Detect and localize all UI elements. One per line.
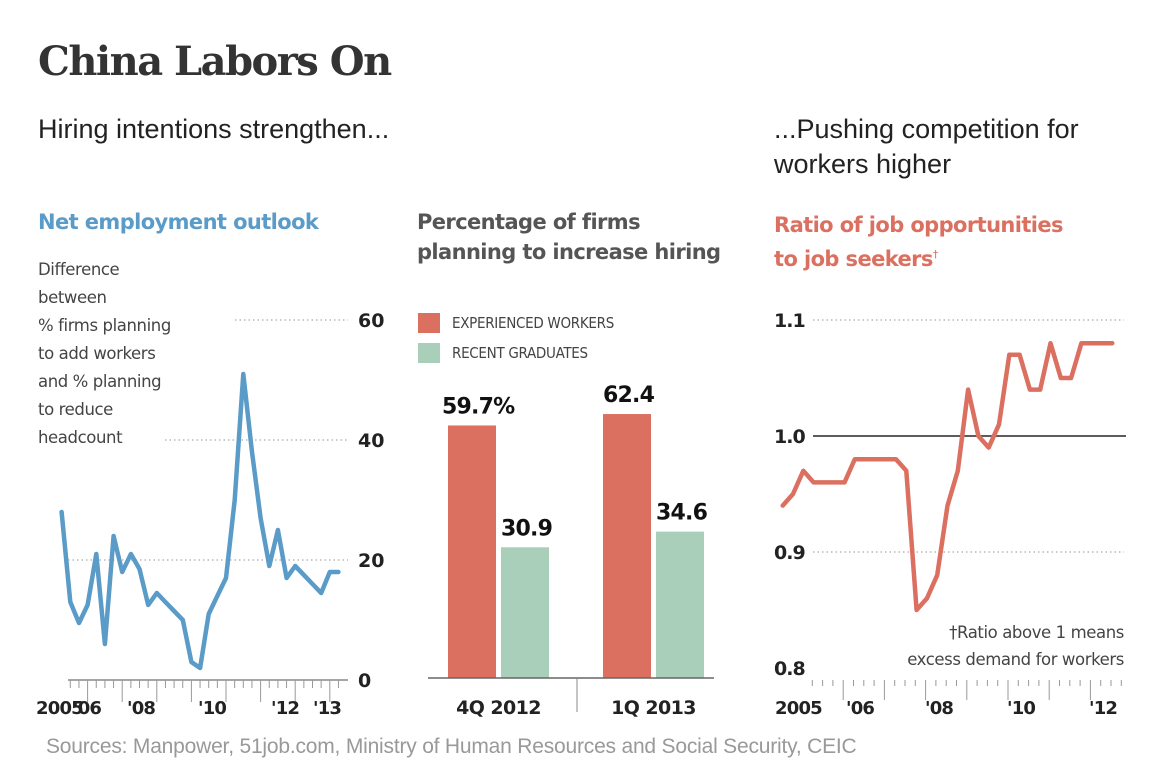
bar-experienced-workers <box>603 414 651 678</box>
chart1-xtick-label: '08 <box>127 698 155 719</box>
chart1-note-line: and % planning <box>38 372 162 391</box>
chart3-ytick-label: 1.1 <box>774 310 805 332</box>
chart3-ytick-label: 0.9 <box>774 542 805 564</box>
bar-recent-graduates <box>656 531 704 678</box>
chart1-xtick-label: '13 <box>313 698 341 719</box>
chart1-series-line <box>59 371 341 671</box>
chart3-footnote: †Ratio above 1 means excess demand for w… <box>907 619 1124 673</box>
source-note: Sources: Manpower, 51job.com, Ministry o… <box>46 735 857 758</box>
chart1-ytick-label: 60 <box>358 310 384 332</box>
chart1-note-line: Difference <box>38 260 120 279</box>
chart3-title-line2: to job seekers† <box>774 240 1063 274</box>
chart1-note-line: headcount <box>38 428 123 447</box>
chart1-note-line: between <box>38 288 107 307</box>
chart2-legend: EXPERIENCED WORKERS RECENT GRADUATES <box>418 308 614 368</box>
dek-left: Hiring intentions strengthen... <box>38 114 390 144</box>
chart3-series-line <box>780 340 1115 613</box>
chart3-xtick-label: 2005 <box>775 698 822 719</box>
dek-right-line1: ...Pushing competition for <box>774 114 1079 144</box>
chart3-ytick-label: 0.8 <box>774 658 805 680</box>
legend-item-experienced: EXPERIENCED WORKERS <box>418 308 614 338</box>
legend-label-graduates: RECENT GRADUATES <box>452 344 588 362</box>
chart1-ytick-label: 40 <box>358 430 384 452</box>
chart1-xtick-label: '10 <box>198 698 226 719</box>
chart3-ytick-label: 1.0 <box>774 426 805 448</box>
bar-value-label: 30.9 <box>501 516 552 541</box>
chart3-title-line2-text: to job seekers <box>774 247 933 271</box>
chart2-title: Percentage of firms planning to increase… <box>417 207 721 267</box>
chart2-title-line2: planning to increase hiring <box>417 240 721 264</box>
chart2-title-line1: Percentage of firms <box>417 210 641 234</box>
chart3-xtick-label: '08 <box>925 698 953 719</box>
chart1-ytick-label: 0 <box>358 670 371 692</box>
chart1-xtick-label: '06 <box>73 698 101 719</box>
chart1-note-line: to add workers <box>38 344 156 363</box>
dek-right-line2: workers higher <box>774 149 952 179</box>
chart1-note-line: to reduce <box>38 400 113 419</box>
chart2-category-label: 4Q 2012 <box>456 697 541 719</box>
chart1-ytick-label: 20 <box>358 550 384 572</box>
legend-label-experienced: EXPERIENCED WORKERS <box>452 314 614 332</box>
legend-item-graduates: RECENT GRADUATES <box>418 338 614 368</box>
chart2-category-label: 1Q 2013 <box>611 697 696 719</box>
chart1-xtick-label: 2005 <box>36 698 83 719</box>
dagger-mark: † <box>932 248 938 261</box>
legend-swatch-graduates <box>418 343 440 363</box>
chart3-title: Ratio of job opportunities to job seeker… <box>774 210 1064 274</box>
chart1-title: Net employment outlook <box>38 210 319 234</box>
bar-value-label: 59.7% <box>442 394 515 419</box>
chart3-footnote-line1: †Ratio above 1 means <box>949 623 1124 642</box>
chart3-title-line1: Ratio of job opportunities <box>774 213 1064 237</box>
chart1-xtick-label: '12 <box>271 698 299 719</box>
chart3-footnote-line2: excess demand for workers <box>907 650 1124 669</box>
bar-value-label: 62.4 <box>603 383 655 408</box>
bar-experienced-workers <box>448 425 496 678</box>
legend-swatch-experienced <box>418 313 440 333</box>
chart1-note-line: % firms planning <box>38 316 171 335</box>
chart3-xtick-label: '12 <box>1089 698 1117 719</box>
chart1-note: Difference between % firms planning to a… <box>38 256 171 452</box>
chart3-xtick-label: '10 <box>1007 698 1035 719</box>
chart3-xtick-label: '06 <box>846 698 874 719</box>
bar-value-label: 34.6 <box>656 501 708 526</box>
graphic-title: China Labors On <box>38 38 392 85</box>
bar-recent-graduates <box>501 547 549 678</box>
